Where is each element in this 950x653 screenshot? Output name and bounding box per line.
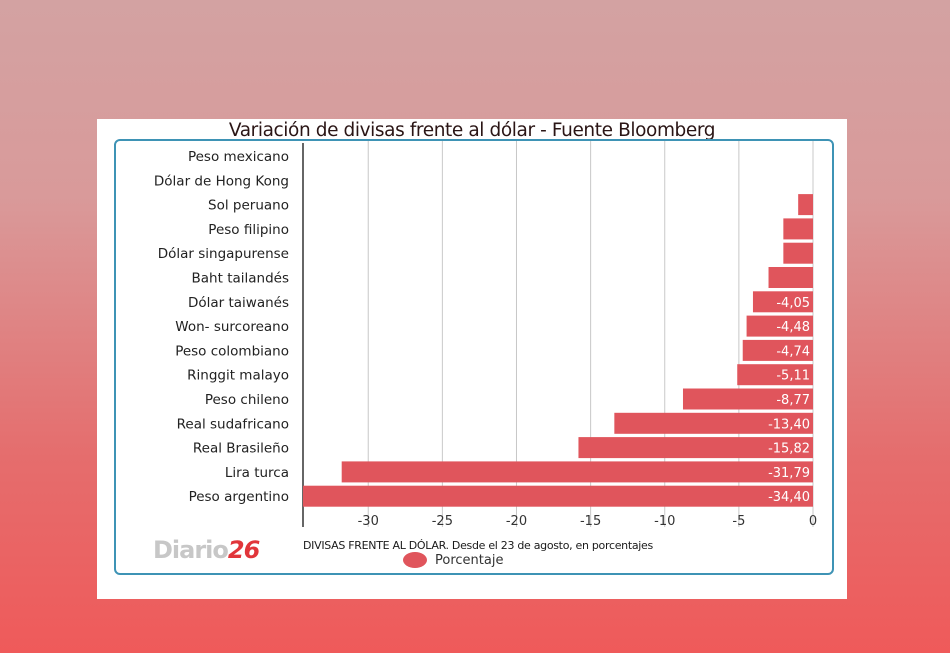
data-label: -8,77 bbox=[776, 393, 810, 408]
category-label: Won- surcoreano bbox=[175, 319, 289, 335]
diario26-logo: Diario26 bbox=[153, 535, 260, 565]
category-label: Dólar de Hong Kong bbox=[154, 173, 289, 189]
bar bbox=[798, 194, 813, 216]
x-tick-label: 0 bbox=[809, 514, 817, 529]
bar bbox=[783, 218, 813, 240]
category-label: Real sudafricano bbox=[177, 416, 289, 432]
category-label: Peso colombiano bbox=[175, 343, 289, 359]
legend-label: Porcentaje bbox=[435, 552, 504, 568]
chart-card: Variación de divisas frente al dólar - F… bbox=[97, 119, 847, 599]
logo-number: 26 bbox=[227, 536, 260, 564]
data-label: -5,11 bbox=[776, 369, 810, 384]
data-label: -4,48 bbox=[776, 320, 810, 335]
category-label: Ringgit malayo bbox=[187, 368, 289, 384]
x-tick-label: -20 bbox=[506, 514, 527, 529]
x-tick-label: -30 bbox=[358, 514, 379, 529]
category-label: Sol peruano bbox=[208, 198, 289, 214]
bar bbox=[578, 437, 813, 459]
legend: Porcentaje bbox=[403, 551, 503, 569]
data-label: -4,05 bbox=[776, 296, 810, 311]
x-tick-label: -25 bbox=[432, 514, 453, 529]
bar bbox=[783, 242, 813, 264]
bar-chart: -30 -25 -20 -15 -10 -5 0 Peso mexicano Dólar de … bbox=[154, 141, 817, 529]
logo-word: Diario bbox=[153, 536, 229, 564]
category-label: Dólar singapurense bbox=[158, 246, 289, 262]
bar bbox=[752, 291, 813, 313]
category-label: Real Brasileño bbox=[193, 441, 289, 457]
category-label: Peso argentino bbox=[189, 489, 289, 505]
category-label: Peso filipino bbox=[208, 222, 289, 238]
category-label: Lira turca bbox=[225, 465, 289, 481]
chart-caption: DIVISAS FRENTE AL DÓLAR. Desde el 23 de … bbox=[303, 539, 653, 552]
bar bbox=[682, 388, 813, 410]
category-label: Peso mexicano bbox=[188, 149, 289, 165]
data-label: -31,79 bbox=[768, 466, 810, 481]
category-label: Peso chileno bbox=[205, 392, 289, 408]
legend-marker bbox=[403, 552, 427, 568]
bar bbox=[303, 485, 813, 507]
x-tick-label: -5 bbox=[732, 514, 745, 529]
data-label: -4,74 bbox=[776, 344, 810, 359]
data-label: -15,82 bbox=[768, 442, 810, 457]
bar bbox=[614, 412, 813, 434]
category-label: Dólar taiwanés bbox=[188, 295, 289, 311]
chart-frame bbox=[114, 139, 834, 575]
data-label: -34,40 bbox=[768, 490, 810, 505]
bar bbox=[742, 339, 813, 361]
x-tick-label: -15 bbox=[580, 514, 601, 529]
chart-title: Variación de divisas frente al dólar - F… bbox=[228, 120, 716, 141]
bar bbox=[341, 461, 813, 483]
x-tick-label: -10 bbox=[654, 514, 675, 529]
bar bbox=[746, 315, 813, 337]
bar bbox=[768, 267, 813, 288]
bar bbox=[737, 364, 813, 386]
data-label: -13,40 bbox=[768, 417, 810, 432]
category-label: Baht tailandés bbox=[192, 271, 289, 287]
